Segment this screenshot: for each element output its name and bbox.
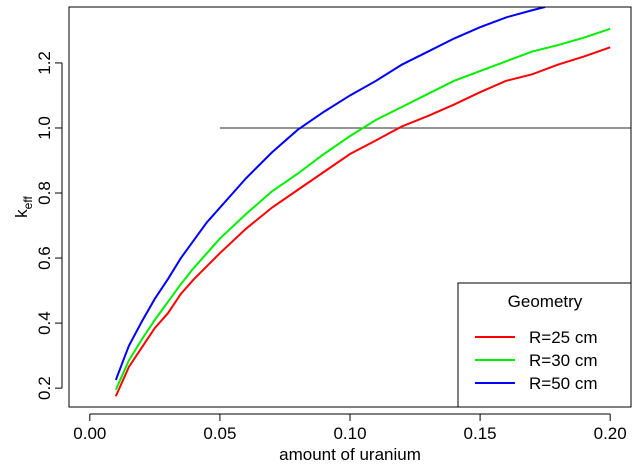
y-axis-label-subscript: eff [21, 196, 35, 210]
y-tick-label: 0.6 [35, 246, 54, 270]
y-tick-label: 0.8 [35, 181, 54, 205]
legend-label-2: R=30 cm [529, 351, 598, 370]
y-tick-label: 1.0 [35, 116, 54, 140]
legend-box [457, 282, 632, 408]
legend-title: Geometry [508, 292, 583, 311]
y-axis-label: keff [12, 196, 35, 218]
x-tick-label: 0.00 [73, 424, 106, 443]
y-axis-label-main: k [12, 209, 31, 218]
x-tick-label: 0.05 [203, 424, 236, 443]
legend: Geometry R=25 cm R=30 cm R=50 cm [457, 282, 632, 408]
legend-label-3: R=50 cm [529, 374, 598, 393]
y-tick-label: 1.2 [35, 51, 54, 75]
series-line-1 [114, 46, 611, 397]
y-tick-label: 0.2 [35, 376, 54, 400]
y-tick-label: 0.4 [35, 311, 54, 335]
series-line-3 [114, 7, 546, 381]
series-line-2 [114, 27, 611, 391]
x-tick-label: 0.10 [333, 424, 366, 443]
x-tick-label: 0.15 [464, 424, 497, 443]
legend-label-1: R=25 cm [529, 328, 598, 347]
plot-frame [68, 6, 632, 408]
x-axis-label: amount of uranium [279, 445, 421, 464]
x-tick-label: 0.20 [594, 424, 627, 443]
